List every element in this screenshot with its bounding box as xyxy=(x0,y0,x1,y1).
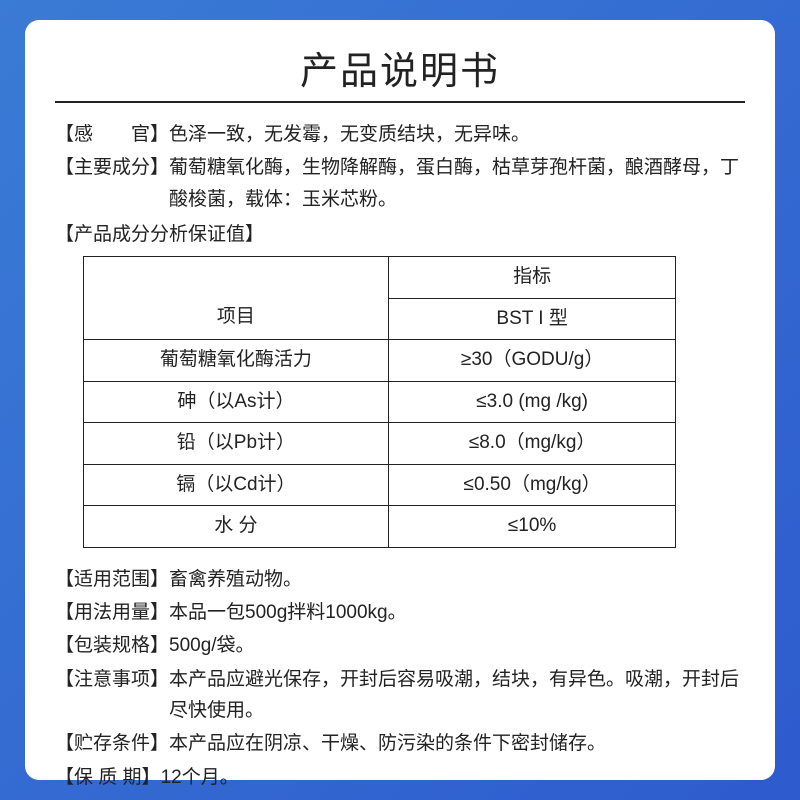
table-row: 砷（以As计） ≤3.0 (mg /kg) xyxy=(84,381,676,423)
package-value: 500g/袋。 xyxy=(169,630,745,661)
title-underline xyxy=(55,101,745,103)
field-usage: 【用法用量】 本品一包500g拌料1000kg。 xyxy=(55,597,745,628)
table-cell-value: ≤10% xyxy=(388,506,676,548)
table-cell-item: 砷（以As计） xyxy=(84,381,389,423)
field-caution: 【注意事项】 本产品应避光保存，开封后容易吸潮，结块，有异色。吸潮，开封后尽快使… xyxy=(55,664,745,727)
table-cell-value: ≥30（GODU/g） xyxy=(388,340,676,382)
table-cell-item: 铅（以Pb计） xyxy=(84,423,389,465)
table-cell-value: ≤8.0（mg/kg） xyxy=(388,423,676,465)
caution-label: 【注意事项】 xyxy=(55,664,169,727)
table-cell-item: 葡萄糖氧化酶活力 xyxy=(84,340,389,382)
table-cell-item: 镉（以Cd计） xyxy=(84,464,389,506)
table-header-row-1: 项目 指标 xyxy=(84,257,676,299)
table-row: 葡萄糖氧化酶活力 ≥30（GODU/g） xyxy=(84,340,676,382)
table-row: 水 分 ≤10% xyxy=(84,506,676,548)
header-model: BST I 型 xyxy=(388,298,676,340)
field-shelf: 【保 质 期】 12个月。 xyxy=(55,762,745,793)
ingredients-label: 【主要成分】 xyxy=(55,152,169,215)
field-storage: 【贮存条件】 本产品应在阴凉、干燥、防污染的条件下密封储存。 xyxy=(55,728,745,759)
analysis-table: 项目 指标 BST I 型 葡萄糖氧化酶活力 ≥30（GODU/g） 砷（以As… xyxy=(83,256,676,548)
document-sheet: 产品说明书 【感 官】 色泽一致，无发霉，无变质结块，无异味。 【主要成分】 葡… xyxy=(25,20,775,780)
table-cell-item: 水 分 xyxy=(84,506,389,548)
field-scope: 【适用范围】 畜禽养殖动物。 xyxy=(55,564,745,595)
sensory-value: 色泽一致，无发霉，无变质结块，无异味。 xyxy=(169,119,745,150)
header-indicator: 指标 xyxy=(388,257,676,299)
table-row: 铅（以Pb计） ≤8.0（mg/kg） xyxy=(84,423,676,465)
storage-label: 【贮存条件】 xyxy=(55,728,169,759)
sensory-label: 【感 官】 xyxy=(55,119,169,150)
field-package: 【包装规格】 500g/袋。 xyxy=(55,630,745,661)
shelf-value: 12个月。 xyxy=(161,762,745,793)
usage-label: 【用法用量】 xyxy=(55,597,169,628)
field-sensory: 【感 官】 色泽一致，无发霉，无变质结块，无异味。 xyxy=(55,119,745,150)
storage-value: 本产品应在阴凉、干燥、防污染的条件下密封储存。 xyxy=(169,728,745,759)
header-item: 项目 xyxy=(84,257,389,340)
caution-value: 本产品应避光保存，开封后容易吸潮，结块，有异色。吸潮，开封后尽快使用。 xyxy=(169,664,745,727)
document-title: 产品说明书 xyxy=(55,40,745,95)
table-cell-value: ≤3.0 (mg /kg) xyxy=(388,381,676,423)
scope-value: 畜禽养殖动物。 xyxy=(169,564,745,595)
table-cell-value: ≤0.50（mg/kg） xyxy=(388,464,676,506)
usage-value: 本品一包500g拌料1000kg。 xyxy=(169,597,745,628)
package-label: 【包装规格】 xyxy=(55,630,169,661)
table-row: 镉（以Cd计） ≤0.50（mg/kg） xyxy=(84,464,676,506)
field-ingredients: 【主要成分】 葡萄糖氧化酶，生物降解酶，蛋白酶，枯草芽孢杆菌，酿酒酵母，丁酸梭菌… xyxy=(55,152,745,215)
ingredients-value: 葡萄糖氧化酶，生物降解酶，蛋白酶，枯草芽孢杆菌，酿酒酵母，丁酸梭菌，载体：玉米芯… xyxy=(169,152,745,215)
analysis-label: 【产品成分分析保证值】 xyxy=(55,219,745,246)
scope-label: 【适用范围】 xyxy=(55,564,169,595)
shelf-label: 【保 质 期】 xyxy=(55,762,161,793)
